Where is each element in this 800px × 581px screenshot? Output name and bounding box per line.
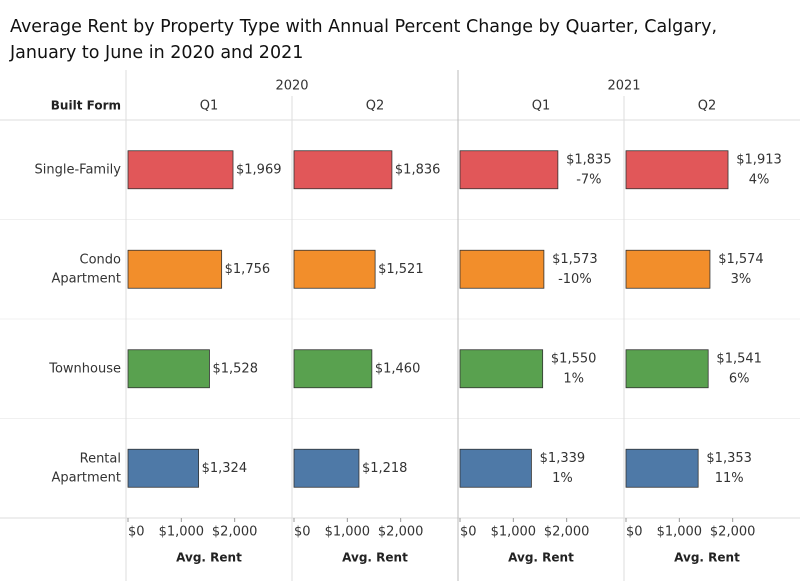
pct-change-label: 1% xyxy=(552,471,573,486)
x-tick-label: $0 xyxy=(128,525,145,540)
x-tick-label: $2,000 xyxy=(544,525,590,540)
value-label: $1,460 xyxy=(375,361,421,376)
value-label: $1,218 xyxy=(362,461,408,476)
pct-change-label: 1% xyxy=(563,371,584,386)
pct-change-label: 11% xyxy=(715,471,744,486)
value-label: $1,913 xyxy=(736,152,782,167)
bar xyxy=(459,448,532,488)
value-label: $1,573 xyxy=(552,252,598,267)
pct-change-label: 3% xyxy=(731,272,752,287)
value-label: $1,339 xyxy=(540,451,586,466)
category-label: Apartment xyxy=(51,470,121,485)
quarter-header: Q1 xyxy=(532,99,551,114)
x-tick-label: $2,000 xyxy=(378,525,424,540)
x-axis-label: Avg. Rent xyxy=(674,551,740,565)
value-label: $1,835 xyxy=(566,152,612,167)
bar xyxy=(127,150,234,190)
bar xyxy=(293,150,393,190)
year-header: 2020 xyxy=(275,79,308,94)
x-tick-label: $1,000 xyxy=(657,525,703,540)
x-tick-label: $2,000 xyxy=(710,525,756,540)
bar xyxy=(459,249,545,289)
value-label: $1,521 xyxy=(378,262,424,277)
bar xyxy=(293,448,360,488)
bar xyxy=(459,150,559,190)
bar xyxy=(293,349,373,389)
x-axis-label: Avg. Rent xyxy=(508,551,574,565)
x-tick-label: $1,000 xyxy=(491,525,537,540)
bar xyxy=(625,150,729,190)
bar xyxy=(625,349,709,389)
pct-change-label: 6% xyxy=(729,371,750,386)
category-label: Rental xyxy=(80,451,121,466)
x-tick-label: $0 xyxy=(460,525,477,540)
value-label: $1,324 xyxy=(202,461,248,476)
pct-change-label: -7% xyxy=(576,172,601,187)
bar xyxy=(625,249,711,289)
x-tick-label: $1,000 xyxy=(159,525,205,540)
category-label: Townhouse xyxy=(48,361,121,376)
bar xyxy=(127,349,210,389)
bar xyxy=(127,448,200,488)
quarter-header: Q2 xyxy=(698,99,717,114)
quarter-header: Q2 xyxy=(366,99,385,114)
quarter-header: Q1 xyxy=(200,99,219,114)
category-label: Condo xyxy=(80,252,122,267)
x-axis-label: Avg. Rent xyxy=(176,551,242,565)
x-tick-label: $1,000 xyxy=(325,525,371,540)
year-header: 2021 xyxy=(607,79,640,94)
value-label: $1,836 xyxy=(395,162,441,177)
row-header: Built Form xyxy=(51,99,121,113)
pct-change-label: -10% xyxy=(558,272,592,287)
bar xyxy=(293,249,376,289)
value-label: $1,353 xyxy=(706,451,752,466)
bar xyxy=(625,448,699,488)
x-tick-label: $0 xyxy=(294,525,311,540)
value-label: $1,541 xyxy=(716,351,762,366)
chart-title: Average Rent by Property Type with Annua… xyxy=(10,17,717,37)
x-tick-label: $0 xyxy=(626,525,643,540)
value-label: $1,574 xyxy=(718,252,764,267)
chart-title: January to June in 2020 and 2021 xyxy=(9,43,303,63)
bar xyxy=(127,249,223,289)
value-label: $1,550 xyxy=(551,351,597,366)
category-label: Apartment xyxy=(51,271,121,286)
value-label: $1,528 xyxy=(212,361,258,376)
value-label: $1,969 xyxy=(236,162,282,177)
value-label: $1,756 xyxy=(225,262,270,277)
pct-change-label: 4% xyxy=(749,172,770,187)
bar xyxy=(459,349,544,389)
x-tick-label: $2,000 xyxy=(212,525,258,540)
category-label: Single-Family xyxy=(35,162,122,177)
x-axis-label: Avg. Rent xyxy=(342,551,408,565)
